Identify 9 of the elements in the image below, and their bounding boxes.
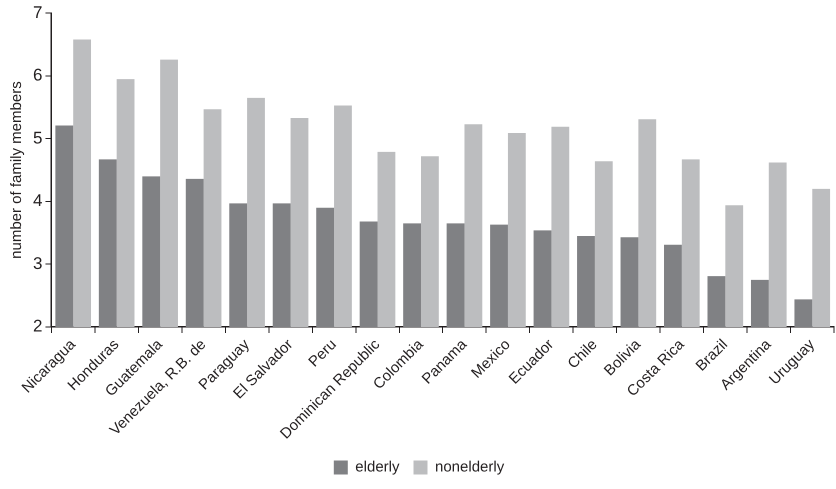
y-tick-label: 2 <box>32 316 42 336</box>
y-tick-label: 4 <box>32 191 42 210</box>
y-tick-label: 5 <box>32 128 42 148</box>
legend-label: elderly <box>355 458 400 476</box>
y-tick-label: 6 <box>32 66 42 85</box>
legend-label: nonelderly <box>434 458 505 476</box>
y-axis-title: number of family members <box>8 81 26 259</box>
y-tick-label: 7 <box>32 2 42 22</box>
y-tick-label: 3 <box>32 254 42 273</box>
